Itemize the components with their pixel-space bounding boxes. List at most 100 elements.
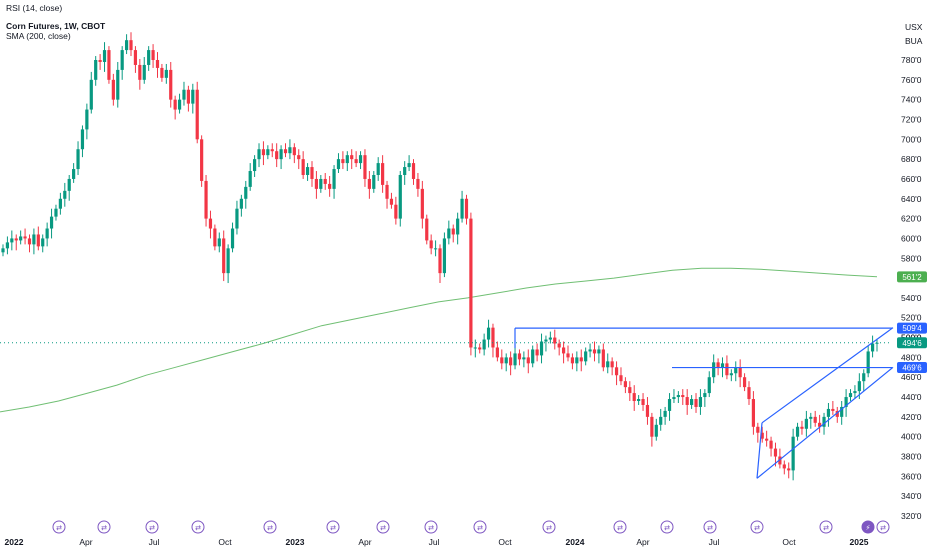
candle-body: [98, 60, 102, 62]
time-tick-label: Oct: [782, 537, 796, 547]
price-axis[interactable]: USX BUA 320'0 340'0 360'0 380'0 400'0 420'0 440'…: [901, 22, 923, 521]
candle-body: [213, 228, 217, 247]
event-marker-glyph: ⇄: [754, 524, 760, 532]
candle: [120, 46, 124, 80]
candle-body: [773, 448, 778, 457]
arrows-icon[interactable]: ⇄: [876, 520, 890, 534]
arrows-icon[interactable]: ⇄: [473, 520, 487, 534]
candle-body: [1, 248, 5, 253]
sma-legend[interactable]: SMA (200, close): [6, 31, 71, 41]
price-tick-label: 520'0: [901, 313, 922, 323]
trendline-drawings[interactable]: [514, 327, 894, 479]
candle: [716, 358, 720, 376]
candle: [305, 163, 310, 181]
candle-body: [690, 399, 694, 405]
candle: [513, 345, 517, 370]
candle-body: [32, 234, 36, 245]
candle: [478, 343, 482, 354]
arrows-icon[interactable]: ⇄: [97, 520, 111, 534]
arrows-icon[interactable]: ⇄: [145, 520, 159, 534]
candle-body: [584, 351, 588, 362]
channel-connector-line[interactable]: [756, 422, 763, 479]
candle-body: [473, 347, 477, 349]
arrows-icon[interactable]: ⇄: [819, 520, 833, 534]
candle-body: [133, 50, 138, 65]
candle-body: [862, 373, 866, 382]
time-tick-label: Apr: [636, 537, 649, 547]
arrows-icon[interactable]: ⇄: [703, 520, 717, 534]
candle-body: [173, 99, 177, 110]
candle-body: [866, 351, 870, 374]
arrows-icon[interactable]: ⇄: [750, 520, 764, 534]
candle: [870, 335, 875, 358]
candle: [592, 341, 597, 362]
candle-body: [522, 357, 526, 360]
candle: [601, 343, 605, 372]
candle: [734, 361, 738, 382]
candle: [707, 371, 711, 398]
arrows-icon[interactable]: ⇄: [326, 520, 340, 534]
candle: [782, 460, 786, 475]
candle-body: [526, 357, 530, 364]
candle: [659, 408, 663, 431]
candle-body: [500, 357, 504, 364]
candle-body: [425, 218, 429, 241]
candle: [266, 145, 270, 160]
candle: [195, 81, 199, 144]
quantity-unit-label: BUA: [905, 36, 923, 46]
candle: [102, 42, 107, 72]
arrows-icon[interactable]: ⇄: [263, 520, 277, 534]
candle: [460, 190, 464, 223]
candle: [275, 143, 279, 168]
candle-body: [712, 362, 716, 378]
lightning-icon[interactable]: ⚡: [861, 520, 875, 534]
candle-body: [124, 40, 129, 51]
channel-upper-line[interactable]: [761, 327, 894, 424]
arrows-icon[interactable]: ⇄: [376, 520, 390, 534]
candle: [230, 222, 235, 253]
arrows-icon[interactable]: ⇄: [542, 520, 556, 534]
arrows-icon[interactable]: ⇄: [613, 520, 627, 534]
arrows-icon[interactable]: ⇄: [424, 520, 438, 534]
candle: [848, 389, 853, 402]
candle-body: [297, 155, 301, 160]
candle: [654, 418, 658, 441]
candle: [19, 230, 23, 245]
candle: [433, 240, 438, 257]
candle: [495, 341, 499, 362]
candle: [787, 462, 791, 479]
candle: [186, 85, 190, 112]
arrows-icon[interactable]: ⇄: [191, 520, 205, 534]
candle-body: [645, 404, 650, 417]
event-marker-circle: [750, 520, 764, 534]
candle: [672, 389, 676, 403]
candle: [747, 381, 751, 405]
symbol-legend[interactable]: Corn Futures, 1W, CBOT: [6, 21, 105, 31]
candle-body: [632, 393, 636, 402]
candle-body: [557, 343, 561, 348]
event-marker-glyph: ⇄: [823, 524, 829, 532]
candle: [425, 214, 429, 245]
arrows-icon[interactable]: ⇄: [660, 520, 674, 534]
candle-body: [63, 190, 67, 199]
candle-body: [809, 416, 813, 419]
candle: [235, 200, 239, 235]
candle: [818, 414, 822, 433]
candle-body: [548, 337, 552, 340]
time-axis[interactable]: 2022 Apr Jul Oct 2023 Apr Jul Oct 2024 Apr Jul Oct 2…: [5, 537, 869, 547]
rsi-legend[interactable]: RSI (14, close): [6, 3, 63, 13]
event-markers[interactable]: ⇄ ⇄ ⇄ ⇄ ⇄ ⇄ ⇄ ⇄ ⇄ ⇄ ⇄ ⇄ ⇄ ⇄ ⇄ ⚡ ⇄: [52, 520, 890, 534]
symbol-title: Corn Futures, 1W, CBOT: [6, 21, 106, 31]
candle: [491, 323, 495, 358]
event-marker-circle: [191, 520, 205, 534]
candle: [208, 210, 213, 239]
candle-body: [826, 408, 831, 417]
arrows-icon[interactable]: ⇄: [52, 520, 66, 534]
channel-lower-line[interactable]: [756, 366, 894, 479]
price-tick-label: 480'0: [901, 352, 922, 362]
candle: [685, 389, 689, 415]
event-marker-circle: [542, 520, 556, 534]
candle-body: [742, 377, 747, 388]
candle-body: [553, 337, 557, 344]
